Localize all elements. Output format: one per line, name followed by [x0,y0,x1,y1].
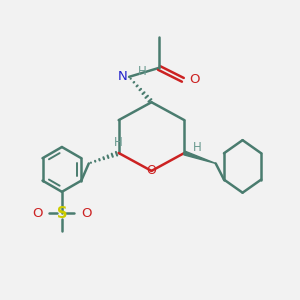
Text: H: H [193,141,202,154]
Text: O: O [32,207,43,220]
Text: O: O [189,73,200,86]
Text: S: S [57,206,67,221]
Text: H: H [137,65,146,78]
Polygon shape [184,151,216,164]
Text: O: O [81,207,92,220]
Text: N: N [118,70,128,83]
Text: O: O [147,164,156,177]
Text: H: H [114,136,123,149]
